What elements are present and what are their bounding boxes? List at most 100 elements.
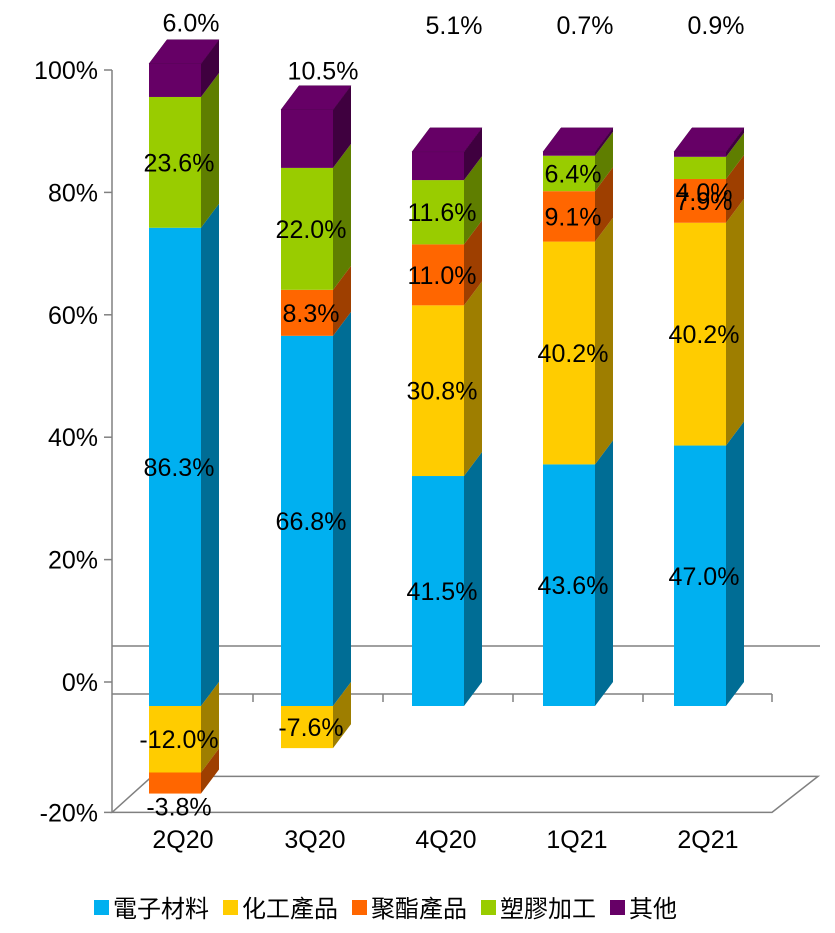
data-label: 7.9% <box>676 188 733 216</box>
bar-front-face <box>674 151 726 157</box>
bar-segment <box>149 72 219 228</box>
bar-front-face <box>412 180 464 245</box>
data-label: 0.9% <box>688 12 745 40</box>
bar-front-face <box>149 63 201 97</box>
y-tick-label: 60% <box>48 302 98 330</box>
bar-segment <box>543 127 613 156</box>
legend-label: 塑膠加工 <box>500 895 596 923</box>
bar-side-face <box>333 85 351 168</box>
chart-data-labels: 86.3% -12.0% -3.8% 23.6% 6.0% 66.8% -7.6% 8.3% 2… <box>139 10 744 822</box>
bar-side-face <box>464 156 482 245</box>
bar-side-face <box>333 311 351 706</box>
legend-label: 電子材料 <box>113 895 209 923</box>
bar-front-face <box>543 151 595 156</box>
x-tick-label: 1Q21 <box>546 826 607 854</box>
bar-side-face <box>595 167 613 242</box>
bar-side-face <box>726 127 744 157</box>
legend-item: 其他 <box>610 895 677 923</box>
bar-side-face <box>726 198 744 446</box>
legend-label: 聚酯產品 <box>371 895 467 923</box>
chart-legend: 電子材料 化工產品 聚酯產品 塑膠加工 其他 <box>94 895 677 923</box>
bar-side-face <box>333 143 351 290</box>
bar-side-face <box>201 39 219 97</box>
data-label: 6.4% <box>545 160 602 188</box>
legend-item: 塑膠加工 <box>481 895 596 923</box>
bar-side-face <box>726 421 744 706</box>
bar-segment <box>281 682 351 749</box>
data-label: 86.3% <box>144 454 215 482</box>
legend-swatch <box>223 900 238 915</box>
bar-side-face <box>726 132 744 179</box>
bar-segment <box>674 132 744 179</box>
bar-front-face <box>149 96 201 228</box>
bar-side-face <box>464 281 482 477</box>
bar-front-face <box>674 445 726 706</box>
legend-swatch <box>94 900 109 915</box>
bar-segment <box>149 748 219 794</box>
legend-swatch <box>610 900 625 915</box>
bar-front-face <box>412 305 464 477</box>
data-label: 41.5% <box>407 578 478 606</box>
bar-segment <box>149 682 219 773</box>
legend-item: 電子材料 <box>94 895 209 923</box>
bar-segment <box>412 452 482 706</box>
bar-side-face <box>333 682 351 749</box>
bar-front-face <box>281 335 333 706</box>
bar-segment <box>149 203 219 706</box>
data-label: -3.8% <box>146 794 211 822</box>
bar-side-face <box>333 265 351 336</box>
bar-segment <box>281 143 351 290</box>
legend-swatch <box>352 900 367 915</box>
floor-plane <box>110 775 821 814</box>
bar-top-face <box>673 127 745 153</box>
data-label: 10.5% <box>288 58 359 86</box>
bar-side-face <box>464 452 482 706</box>
bar-side-face <box>201 682 219 773</box>
x-tick-label: 3Q20 <box>284 826 345 854</box>
bar-segment <box>281 311 351 706</box>
y-tick-label: 0% <box>62 669 98 697</box>
bar-front-face <box>412 151 464 181</box>
bar-segment <box>674 198 744 446</box>
bar-front-face <box>281 167 333 290</box>
data-label: 11.6% <box>407 199 476 227</box>
chart-axes: -20% 0% 20% 40% 60% 80% 100% 2Q20 3Q20 4Q20 1Q21 2Q… <box>34 57 821 854</box>
data-label: -12.0% <box>139 726 218 754</box>
bar-segment <box>412 220 482 306</box>
legend-label: 其他 <box>629 895 677 923</box>
bar-front-face <box>543 241 595 465</box>
bar-top-face <box>280 85 352 110</box>
bar-segment <box>412 156 482 245</box>
bar-side-face <box>201 72 219 228</box>
bar-side-face <box>595 131 613 192</box>
bar-top-face <box>542 127 614 153</box>
x-tick-label: 4Q20 <box>415 826 476 854</box>
bar-top-face <box>148 39 220 64</box>
data-label: 6.0% <box>163 10 220 38</box>
data-label: 8.3% <box>283 300 340 328</box>
bar-side-face <box>201 748 219 794</box>
data-label: 23.6% <box>144 149 215 177</box>
data-label: 11.0% <box>407 262 476 290</box>
data-label: 40.2% <box>538 340 609 368</box>
data-label: 4.0% <box>676 179 733 207</box>
bar-side-face <box>464 220 482 306</box>
x-tick-label: 2Q20 <box>152 826 213 854</box>
data-label: 66.8% <box>276 508 347 536</box>
bar-front-face <box>149 227 201 706</box>
bar-segment <box>281 85 351 168</box>
bar-front-face <box>412 476 464 706</box>
data-label: 40.2% <box>669 321 740 349</box>
legend-swatch <box>481 900 496 915</box>
bar-side-face <box>201 203 219 706</box>
bar-segment <box>412 281 482 477</box>
data-label: 9.1% <box>545 203 602 231</box>
y-tick-label: 20% <box>48 547 98 575</box>
bar-segment <box>543 440 613 706</box>
bar-segment <box>674 127 744 157</box>
bar-top-face <box>411 127 483 153</box>
y-tick-label: 80% <box>48 179 98 207</box>
bar-front-face <box>674 156 726 179</box>
bar-segment <box>674 154 744 223</box>
